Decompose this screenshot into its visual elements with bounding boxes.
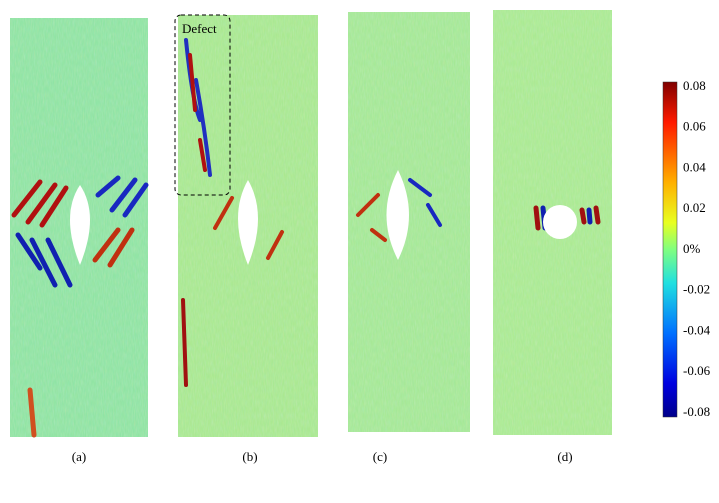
panel-label: (b) <box>242 449 257 464</box>
colorbar-tick-label: 0.02 <box>683 200 706 215</box>
colorbar-tick-label: 0% <box>683 241 701 256</box>
colorbar-tick-label: 0.08 <box>683 78 706 93</box>
colorbar-tick-label: -0.02 <box>683 282 710 297</box>
defect-box <box>174 14 231 196</box>
strain-bands <box>356 178 442 242</box>
panel-b-map: Defect <box>174 14 318 437</box>
panel-label: (a) <box>72 449 86 464</box>
defect-label: Defect <box>182 21 217 36</box>
hole <box>543 205 577 239</box>
panel-label: (c) <box>373 449 387 464</box>
colorbar <box>662 81 678 418</box>
panel-d-map <box>493 10 612 435</box>
panel-a-map <box>10 18 149 438</box>
panel-c-map <box>348 12 470 432</box>
colorbar-ticks: 0.08 0.06 0.04 0.02 0% -0.02 -0.04 -0.06 -0.08 <box>683 78 711 419</box>
hole <box>386 170 409 260</box>
colorbar-tick-label: -0.06 <box>683 363 711 378</box>
colorbar-tick-label: -0.08 <box>683 404 710 419</box>
colorbar-tick-label: -0.04 <box>683 322 711 337</box>
strain-bands <box>181 38 284 387</box>
colorbar-tick-label: 0.06 <box>683 119 706 134</box>
colorbar-tick-label: 0.04 <box>683 159 706 174</box>
strain-texture <box>348 12 470 432</box>
panel-label: (d) <box>557 449 572 464</box>
hole <box>70 185 90 265</box>
panel-labels: (a) (b) (c) (d) <box>72 449 573 464</box>
hole <box>238 180 258 265</box>
strain-bands <box>11 175 149 438</box>
